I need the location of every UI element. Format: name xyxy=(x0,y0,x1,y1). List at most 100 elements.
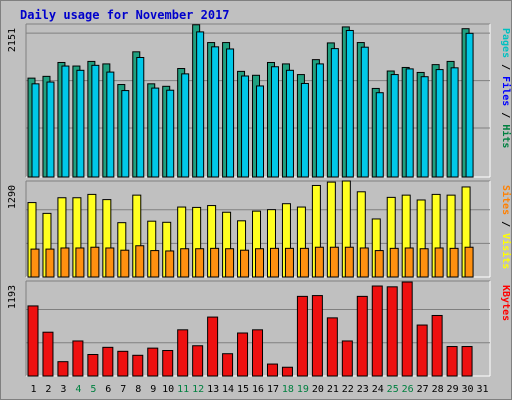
kbytes-bar xyxy=(132,354,144,377)
sites-bar xyxy=(45,248,55,278)
files-bar xyxy=(31,83,40,178)
files-bar xyxy=(465,32,474,178)
kbytes-bar xyxy=(461,346,473,377)
panel-0-ymax-label: 2151 xyxy=(7,28,18,52)
sites-bar xyxy=(135,245,145,278)
panel-1-legend: Sites / Visits xyxy=(500,185,512,269)
kbytes-bar xyxy=(431,314,443,377)
legend-entry: Visits xyxy=(500,233,512,269)
files-bar xyxy=(345,29,354,178)
sites-bar xyxy=(90,246,100,278)
legend-entry: Files xyxy=(500,76,512,106)
x-tick-label: 6 xyxy=(105,384,111,395)
sites-bar xyxy=(195,248,205,278)
kbytes-bar xyxy=(266,363,278,377)
x-tick-label: 29 xyxy=(447,384,459,395)
x-tick-label: 16 xyxy=(252,384,264,395)
x-tick-label: 11 xyxy=(177,384,189,395)
kbytes-bar xyxy=(72,340,84,377)
sites-bar xyxy=(389,247,399,278)
x-tick-label: 24 xyxy=(372,384,384,395)
kbytes-bar xyxy=(87,353,99,377)
kbytes-bar xyxy=(326,317,338,377)
sites-bar xyxy=(60,247,70,278)
panel-2-legend: KBytes xyxy=(500,285,511,321)
sites-bar xyxy=(225,248,235,278)
kbytes-bar xyxy=(222,353,234,377)
sites-bar xyxy=(150,250,160,278)
files-bar xyxy=(256,85,265,178)
x-tick-label: 25 xyxy=(387,384,399,395)
files-bar xyxy=(405,68,414,178)
legend-entry: / xyxy=(500,58,511,76)
kbytes-bar xyxy=(27,305,39,377)
sites-bar xyxy=(105,247,115,278)
sites-bar xyxy=(329,246,339,278)
files-bar xyxy=(300,82,309,178)
kbytes-bar xyxy=(102,346,114,377)
kbytes-bar xyxy=(311,295,323,377)
kbytes-bar xyxy=(371,285,383,377)
sites-bar xyxy=(464,246,474,278)
files-bar xyxy=(121,90,130,178)
kbytes-bar xyxy=(281,366,293,377)
kbytes-bar xyxy=(296,295,308,377)
files-bar xyxy=(375,92,384,178)
x-tick-label: 10 xyxy=(162,384,174,395)
files-bar xyxy=(360,46,369,178)
files-bar xyxy=(181,73,190,178)
sites-bar xyxy=(75,247,85,278)
x-tick-label: 30 xyxy=(462,384,474,395)
sites-bar xyxy=(284,247,294,278)
x-tick-label: 14 xyxy=(222,384,234,395)
panel-0-legend: Pages / Files / Hits xyxy=(500,28,512,148)
files-bar xyxy=(211,46,220,178)
x-tick-label: 27 xyxy=(417,384,429,395)
x-tick-label: 22 xyxy=(342,384,354,395)
files-bar xyxy=(270,66,279,178)
files-bar xyxy=(450,67,459,178)
x-tick-label: 7 xyxy=(120,384,126,395)
x-tick-label: 19 xyxy=(297,384,309,395)
kbytes-bar xyxy=(177,329,189,377)
sites-bar xyxy=(359,247,369,278)
sites-bar xyxy=(120,249,130,278)
files-bar xyxy=(76,69,85,178)
sites-bar xyxy=(269,247,279,278)
x-tick-label: 2 xyxy=(45,384,51,395)
kbytes-bar xyxy=(416,324,428,377)
kbytes-bar xyxy=(147,347,159,377)
sites-bar xyxy=(165,250,175,278)
x-tick-label: 5 xyxy=(90,384,96,395)
x-tick-label: 18 xyxy=(282,384,294,395)
x-tick-label: 31 xyxy=(476,384,488,395)
kbytes-bar xyxy=(252,329,264,377)
legend-entry: KBytes xyxy=(500,285,511,321)
kbytes-bar xyxy=(237,332,249,377)
files-bar xyxy=(315,63,324,178)
kbytes-bar xyxy=(117,350,129,377)
x-tick-label: 9 xyxy=(150,384,156,395)
files-bar xyxy=(330,48,339,178)
chart-title: Daily usage for November 2017 xyxy=(20,8,230,22)
files-bar xyxy=(285,69,294,178)
files-bar xyxy=(61,65,70,178)
files-bar xyxy=(390,74,399,178)
sites-bar xyxy=(30,248,40,278)
sites-bar xyxy=(210,247,220,278)
panel-1-ymax-label: 1290 xyxy=(7,185,18,209)
kbytes-bar xyxy=(57,361,69,377)
files-bar xyxy=(106,71,115,178)
files-bar xyxy=(226,48,235,178)
panel-2-ymax-label: 1193 xyxy=(7,285,18,309)
sites-bar xyxy=(314,246,324,278)
files-bar xyxy=(91,64,100,178)
files-bar xyxy=(166,89,175,178)
kbytes-bar xyxy=(42,331,54,377)
kbytes-bar xyxy=(356,295,368,377)
x-tick-label: 21 xyxy=(327,384,339,395)
x-tick-label: 8 xyxy=(135,384,141,395)
legend-entry: / xyxy=(500,215,511,233)
